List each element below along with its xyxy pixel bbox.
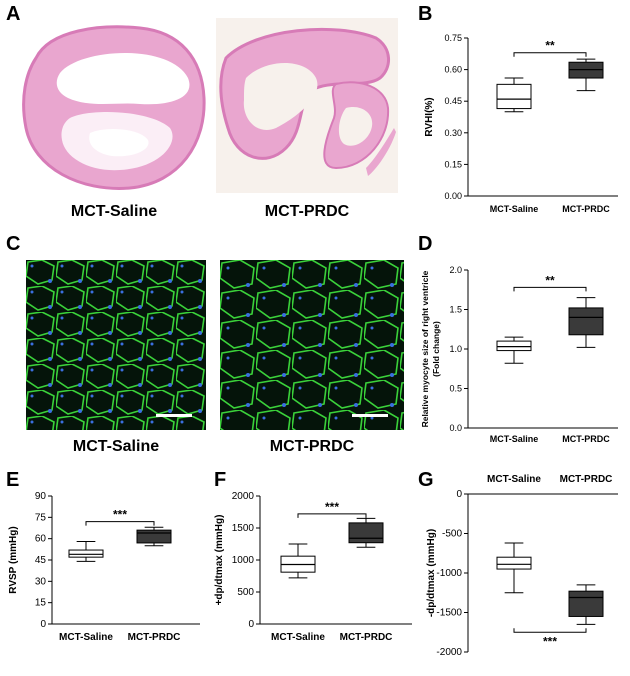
y-axis-label: +dp/dtmax (mmHg) [214, 515, 225, 606]
y-tick-label: 0.30 [444, 128, 462, 138]
y-axis-label: -dp/dtmax (mmHg) [426, 529, 437, 617]
y-tick-label: -1000 [436, 568, 462, 579]
category-label: MCT-PRDC [562, 204, 610, 214]
y-tick-label: -1500 [436, 608, 462, 619]
y-tick-label: 60 [35, 534, 47, 545]
box-saline-body [68, 549, 104, 558]
y-tick-label: -500 [442, 529, 462, 540]
box-prdc-body [568, 307, 604, 336]
significance-bracket [85, 521, 155, 526]
category-label: MCT-Saline [490, 204, 539, 214]
panel-label-b: B [418, 3, 433, 25]
fluorescence-image-prdc [220, 260, 404, 430]
y-tick-label: 2000 [232, 491, 255, 502]
chart-plus-dpdt: 0 500 1000 1500 2000 +dp/dtmax (mmHg) MCT-Sali… [214, 491, 412, 643]
panel-label-d: D [418, 233, 433, 255]
y-tick-label: 0 [456, 489, 462, 500]
scale-bar [352, 414, 388, 417]
scale-bar [156, 414, 192, 417]
y-tick-label: 0.0 [449, 423, 462, 433]
significance-bracket [297, 513, 367, 518]
he-image-prdc [216, 18, 398, 193]
y-axis-label: Relative myocyte size of right ventricle [420, 270, 430, 427]
y-tick-label: -2000 [436, 647, 462, 658]
y-tick-label: 0 [248, 619, 254, 630]
category-label: MCT-Saline [487, 474, 541, 485]
y-tick-label: 15 [35, 598, 47, 609]
y-tick-label: 30 [35, 576, 47, 587]
significance-label: *** [543, 634, 557, 648]
y-axis-label: RVSP (mmHg) [8, 526, 19, 593]
category-label: MCT-Saline [271, 632, 325, 643]
y-tick-label: 1000 [232, 555, 255, 566]
box-prdc-body [568, 590, 604, 617]
panel-label-a: A [6, 3, 21, 25]
panel-label-e: E [6, 469, 20, 491]
y-tick-label: 0.75 [444, 33, 462, 43]
significance-label: *** [113, 508, 127, 522]
significance-label: *** [325, 500, 339, 514]
chart-rvsp: 0 15 30 45 60 75 90 RVSP (mmHg) MCT-Saline MCT-PR… [8, 491, 200, 643]
y-tick-label: 2.0 [449, 265, 462, 275]
box-prdc-body [348, 522, 384, 544]
panel-label-f: F [214, 469, 227, 491]
y-axis-label: RVHI(%) [424, 97, 435, 136]
caption-c-saline: MCT-Saline [72, 438, 160, 455]
significance-label: ** [545, 39, 555, 53]
box-saline-body [496, 340, 532, 352]
caption-a-prdc: MCT-PRDC [264, 203, 350, 220]
caption-c-prdc: MCT-PRDC [269, 438, 355, 455]
y-tick-label: 1.5 [449, 305, 462, 315]
category-label: MCT-PRDC [562, 434, 610, 444]
category-label: MCT-PRDC [128, 632, 181, 643]
y-tick-label: 0.15 [444, 159, 462, 169]
y-tick-label: 90 [35, 491, 47, 502]
significance-bracket [513, 52, 587, 57]
y-tick-label: 0.45 [444, 96, 462, 106]
significance-bracket [513, 286, 587, 292]
category-label: MCT-Saline [59, 632, 113, 643]
category-label: MCT-PRDC [340, 632, 393, 643]
y-tick-label: 0.60 [444, 65, 462, 75]
he-image-saline [20, 18, 208, 193]
category-label: MCT-Saline [490, 434, 539, 444]
chart-myocyte-size: 0.0 0.5 1.0 1.5 2.0 Relative myocyte size of … [420, 265, 618, 444]
fluorescence-image-saline [26, 260, 206, 430]
y-tick-label: 75 [35, 512, 47, 523]
significance-label: ** [545, 273, 555, 287]
box-prdc-body [136, 529, 172, 544]
y-tick-label: 0.00 [444, 191, 462, 201]
caption-a-saline: MCT-Saline [70, 203, 158, 220]
y-tick-label: 500 [237, 587, 254, 598]
category-label: MCT-PRDC [560, 474, 613, 485]
box-saline-body [496, 83, 532, 110]
chart-minus-dpdt: 0 -500 -1000 -1500 -2000 -dp/dtmax (mmHg) MCT-… [426, 474, 618, 658]
box-saline-body [496, 556, 532, 570]
panel-label-c: C [6, 233, 21, 255]
y-axis-label: (Fold change) [431, 321, 441, 377]
y-tick-label: 45 [35, 555, 47, 566]
y-tick-label: 1500 [232, 523, 255, 534]
chart-rvhi: 0.00 0.15 0.30 0.45 0.60 0.75 RVHI(%) MCT-Salin… [424, 33, 618, 214]
y-tick-label: 1.0 [449, 344, 462, 354]
y-tick-label: 0 [40, 619, 46, 630]
panel-label-g: G [418, 469, 434, 491]
significance-bracket [513, 628, 587, 633]
y-tick-label: 0.5 [449, 384, 462, 394]
